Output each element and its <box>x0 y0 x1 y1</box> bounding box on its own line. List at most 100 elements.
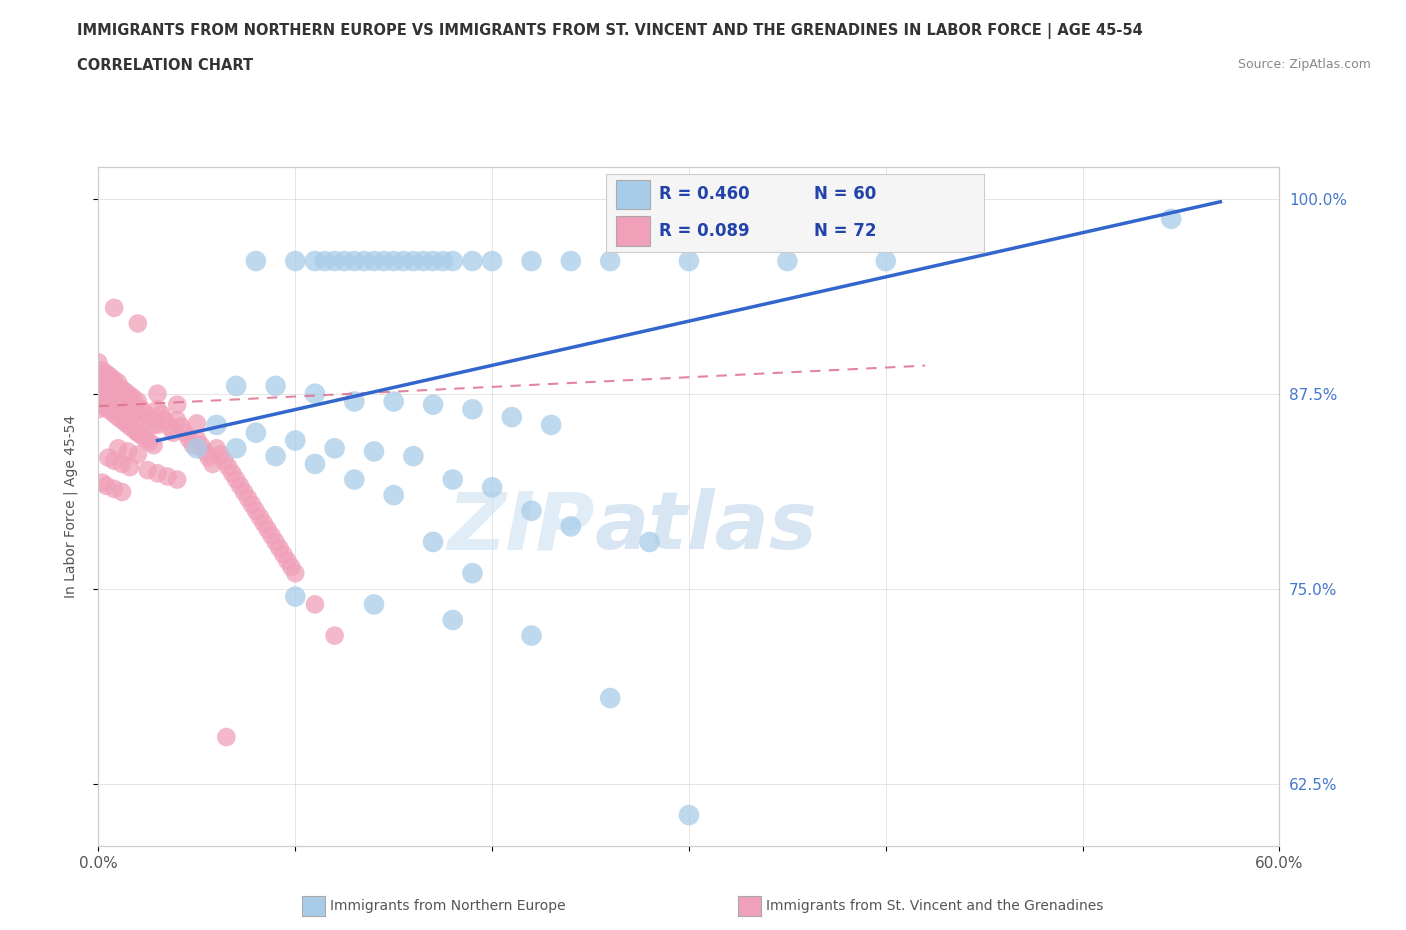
Point <box>461 565 484 580</box>
Point <box>280 560 302 575</box>
Point <box>146 418 169 432</box>
Point <box>245 254 267 269</box>
Point <box>205 418 228 432</box>
Point <box>103 388 125 403</box>
Point <box>96 478 118 493</box>
Point <box>91 475 114 490</box>
Point <box>194 444 217 458</box>
Point <box>117 444 139 458</box>
Point <box>157 419 180 434</box>
Point <box>776 254 799 269</box>
Point <box>343 472 366 487</box>
Point <box>107 441 129 456</box>
Point <box>122 391 145 405</box>
Point <box>103 406 125 421</box>
Point <box>103 300 125 315</box>
Point <box>245 425 267 440</box>
Point <box>441 613 464 628</box>
Point <box>127 316 149 331</box>
Point <box>131 429 153 444</box>
Point <box>96 381 118 396</box>
Point <box>461 254 484 269</box>
Point <box>103 482 125 497</box>
Point <box>273 547 295 562</box>
Point <box>118 388 141 403</box>
Point <box>103 453 125 468</box>
Text: IMMIGRANTS FROM NORTHERN EUROPE VS IMMIGRANTS FROM ST. VINCENT AND THE GRENADINE: IMMIGRANTS FROM NORTHERN EUROPE VS IMMIG… <box>77 23 1143 39</box>
Point <box>402 254 425 269</box>
Point <box>98 369 121 384</box>
Point <box>422 535 444 550</box>
Text: CORRELATION CHART: CORRELATION CHART <box>77 58 253 73</box>
Point <box>127 425 149 440</box>
Point <box>233 485 256 499</box>
Point <box>333 254 356 269</box>
Point <box>170 419 193 434</box>
Text: ZIP: ZIP <box>447 488 595 566</box>
Point <box>875 254 897 269</box>
Point <box>373 254 395 269</box>
Point <box>240 497 263 512</box>
Point <box>304 254 326 269</box>
Point <box>177 432 200 446</box>
Point <box>284 254 307 269</box>
Point <box>181 438 204 453</box>
Text: Immigrants from St. Vincent and the Grenadines: Immigrants from St. Vincent and the Gren… <box>766 898 1104 913</box>
Point <box>323 254 346 269</box>
Point <box>122 422 145 437</box>
Point <box>412 254 434 269</box>
Point <box>146 402 169 417</box>
Y-axis label: In Labor Force | Age 45-54: In Labor Force | Age 45-54 <box>63 416 77 598</box>
Point <box>481 480 503 495</box>
Point <box>174 425 197 440</box>
Point <box>264 535 287 550</box>
Point <box>150 406 173 421</box>
Text: Immigrants from Northern Europe: Immigrants from Northern Europe <box>330 898 567 913</box>
Point <box>87 355 110 370</box>
Point <box>501 410 523 425</box>
Point <box>304 457 326 472</box>
Point <box>520 254 543 269</box>
Point <box>214 453 236 468</box>
Point <box>111 413 134 428</box>
Point <box>441 254 464 269</box>
Point <box>304 386 326 401</box>
Point <box>382 254 405 269</box>
Point <box>127 447 149 462</box>
Point <box>111 397 134 412</box>
Point <box>284 589 307 604</box>
Point <box>96 400 118 415</box>
Point <box>138 434 160 449</box>
Point <box>343 394 366 409</box>
Point <box>131 402 153 417</box>
Point <box>520 503 543 518</box>
Text: atlas: atlas <box>595 488 817 566</box>
Point <box>314 254 336 269</box>
Point <box>461 402 484 417</box>
Point <box>107 410 129 425</box>
Point <box>115 400 138 415</box>
Point <box>422 397 444 412</box>
Point <box>136 463 159 478</box>
Point <box>402 448 425 463</box>
Point <box>638 535 661 550</box>
Point <box>225 472 247 487</box>
Point <box>146 386 169 401</box>
Point <box>166 472 188 487</box>
Point <box>678 807 700 822</box>
Point <box>481 254 503 269</box>
Point <box>111 485 134 499</box>
Point <box>118 459 141 474</box>
Point <box>135 432 157 446</box>
Point <box>560 254 582 269</box>
Point <box>225 441 247 456</box>
Point <box>166 413 188 428</box>
Point <box>1160 211 1182 226</box>
Point <box>107 391 129 405</box>
Point <box>323 628 346 643</box>
Point <box>253 516 276 531</box>
Point <box>229 478 252 493</box>
Point <box>363 254 385 269</box>
Point <box>201 457 224 472</box>
Point <box>186 416 208 431</box>
